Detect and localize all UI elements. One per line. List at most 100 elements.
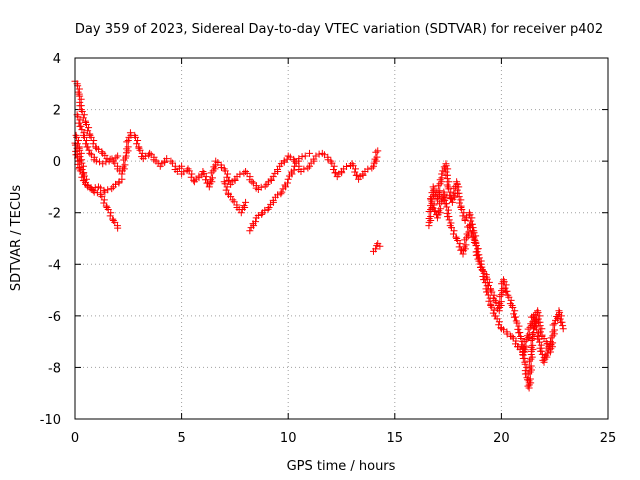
data-point-track-evening — [455, 183, 463, 191]
data-point-track-dip-e — [264, 205, 272, 213]
data-point-track-dip-e — [265, 204, 273, 212]
y-tick-label: -4 — [48, 258, 61, 273]
plot-frame — [74, 57, 609, 420]
data-point-track-dip-e — [277, 190, 285, 198]
data-point-track-morning — [248, 178, 256, 186]
data-point-track-morning — [202, 173, 210, 181]
data-point-track-evening — [529, 341, 537, 349]
data-point-track-morning — [351, 165, 359, 173]
data-points — [71, 77, 567, 392]
data-point-track-morning — [373, 153, 381, 161]
data-point-track-dip-e — [298, 153, 306, 161]
data-point-track-dip-d — [223, 183, 231, 191]
data-point-track-upper — [134, 137, 142, 145]
data-point-track-loop-b — [102, 158, 110, 166]
data-point-track-evening-b — [437, 205, 445, 213]
data-point-track-evening-b — [546, 338, 554, 346]
data-point-track-evening-b — [485, 297, 493, 305]
data-point-track-dip-e — [261, 206, 269, 214]
data-point-track-evening — [538, 325, 546, 333]
data-point-track-loop-c — [79, 177, 87, 185]
data-point-track-evening — [559, 325, 567, 333]
data-point-track-evening — [551, 326, 559, 334]
data-point-track-evening — [556, 315, 564, 323]
data-point-track-loop-c — [72, 151, 80, 159]
data-point-track-morning — [224, 170, 232, 178]
y-axis-label: SDTVAR / TECUs — [9, 185, 24, 292]
data-point-track-upper — [141, 152, 149, 160]
data-point-track-loop-b — [108, 155, 116, 163]
data-point-track-morning — [188, 170, 196, 178]
data-point-track-morning — [364, 165, 372, 173]
data-point-track-upper — [76, 102, 84, 110]
data-point-track-evening — [442, 162, 450, 170]
data-point-track-evening — [551, 320, 559, 328]
data-point-track-evening-b — [478, 266, 486, 274]
data-point-track-evening — [445, 178, 453, 186]
data-point-track-upper — [146, 149, 154, 157]
data-point-track-evening — [443, 175, 451, 183]
data-point-track-evening-b — [456, 240, 464, 248]
data-point-track-evening — [507, 296, 515, 304]
data-point-track-evening — [526, 375, 534, 383]
data-point-track-evening-b — [525, 334, 533, 342]
data-point-track-evening-b — [495, 318, 503, 326]
data-point-track-evening-b — [537, 347, 545, 355]
data-point-track-evening-b — [450, 227, 458, 235]
data-point-track-morning — [330, 162, 338, 170]
data-point-track-upper — [138, 149, 146, 157]
data-point-track-evening-b — [536, 344, 544, 352]
data-point-track-evening-b — [462, 241, 470, 249]
data-point-track-morning — [208, 174, 216, 182]
data-point-track-evening-b — [475, 254, 483, 262]
data-point-track-evening — [557, 318, 565, 326]
data-point-track-evening — [515, 322, 523, 330]
data-point-track-evening-b — [430, 201, 438, 209]
data-point-track-evening — [453, 180, 461, 188]
data-point-track-morning — [374, 147, 382, 155]
data-point-track-evening — [502, 287, 510, 295]
data-point-track-morning — [290, 155, 298, 163]
data-point-track-upper — [121, 161, 129, 169]
data-point-track-evening-b — [474, 251, 482, 259]
data-point-track-dip-d — [242, 198, 250, 206]
y-tick-label: 0 — [53, 155, 61, 170]
data-point-track-upper — [163, 155, 171, 163]
data-point-track-evening — [557, 312, 565, 320]
data-point-track-loop-b — [76, 116, 84, 124]
data-point-track-loop-a — [100, 196, 108, 204]
data-point-track-upper — [85, 124, 93, 132]
data-point-track-evening — [436, 187, 444, 195]
data-point-track-evening-b — [444, 206, 452, 214]
data-point-track-evening — [454, 189, 462, 197]
data-point-track-evening-b — [533, 332, 541, 340]
data-point-track-evening-b — [530, 314, 538, 322]
data-point-track-dip-e — [291, 162, 299, 170]
data-point-track-evening-b — [544, 349, 552, 357]
data-point-track-evening-b — [540, 358, 548, 366]
x-tick-label: 25 — [600, 431, 617, 446]
data-point-track-evening-b — [484, 291, 492, 299]
data-point-track-evening-b — [521, 346, 529, 354]
data-point-track-morning — [306, 162, 314, 170]
data-point-track-evening-b — [473, 248, 481, 256]
data-point-track-evening — [466, 211, 474, 219]
data-point-track-evening-b — [479, 272, 487, 280]
data-point-track-upper — [124, 143, 132, 151]
data-point-track-evening-b — [443, 203, 451, 211]
data-point-track-loop-b — [92, 157, 100, 165]
data-point-track-dip-e — [246, 227, 254, 235]
data-point-track-evening — [515, 329, 523, 337]
data-point-track-evening-b — [534, 335, 542, 343]
data-point-track-evening-b — [480, 269, 488, 277]
data-point-track-evening-b — [490, 306, 498, 314]
data-point-track-upper — [77, 95, 85, 103]
data-point-track-upper — [80, 111, 88, 119]
data-point-track-evening-b — [530, 320, 538, 328]
data-point-track-dip-e — [284, 179, 292, 187]
data-point-track-evening-b — [538, 350, 546, 358]
data-point-track-morning — [269, 173, 277, 181]
y-tick-label: -2 — [48, 207, 61, 222]
x-tick-label: 10 — [280, 431, 297, 446]
